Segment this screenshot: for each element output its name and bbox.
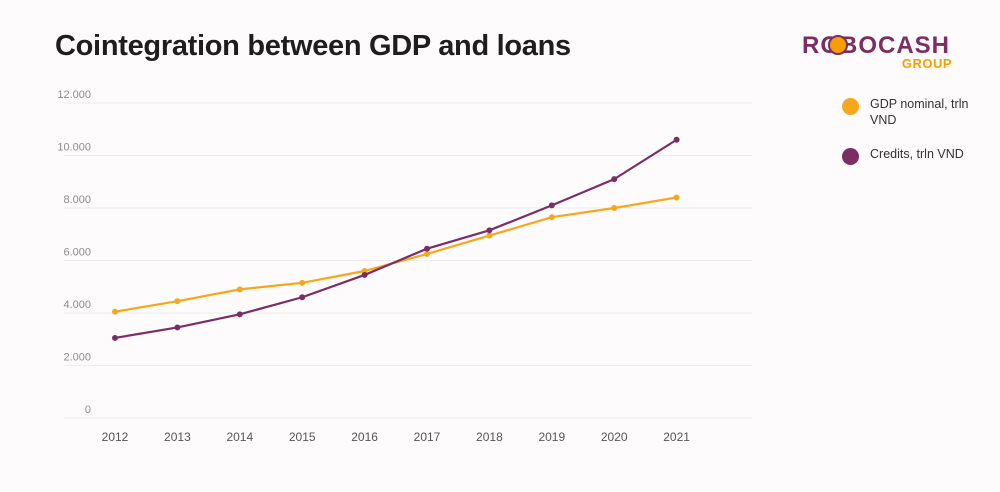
data-point (236, 286, 243, 293)
x-tick-label: 2018 (476, 430, 503, 444)
series-line-0 (114, 196, 677, 313)
logo-wordmark: ROBOCASH (802, 32, 951, 59)
data-point (424, 245, 430, 252)
grid-lines (64, 102, 752, 419)
data-point (548, 214, 555, 221)
legend-item-gdp: GDP nominal, trln VND (842, 96, 992, 128)
logo-badge-icon (828, 35, 848, 55)
series-line-1 (114, 138, 678, 340)
data-point (174, 324, 181, 331)
data-point (486, 232, 493, 239)
x-tick-label: 2021 (663, 430, 690, 444)
data-point (361, 271, 368, 278)
data-point (548, 202, 555, 209)
x-tick-label: 2013 (164, 430, 191, 444)
y-tick-label: 0 (85, 404, 91, 416)
legend-swatch-credits (842, 148, 859, 165)
robocash-logo: ROBOCASH GROUP (802, 32, 962, 74)
legend-label-gdp: GDP nominal, trln VND (870, 97, 969, 127)
x-tick-label: 2015 (289, 430, 316, 444)
data-point (611, 205, 618, 211)
x-tick-label: 2012 (102, 430, 129, 444)
x-tick-label: 2020 (601, 430, 628, 444)
y-tick-label: 2.000 (63, 352, 91, 364)
chart-title: Cointegration between GDP and loans (55, 30, 571, 62)
data-point (112, 308, 118, 315)
legend-item-credits: Credits, trln VND (842, 146, 992, 165)
y-tick-label: 8.000 (63, 194, 91, 206)
x-axis-ticks: 2012 2013 2014 2015 2016 2017 2018 2019 2020 2021 (102, 430, 691, 444)
y-tick-label: 6.000 (63, 247, 91, 259)
data-point (611, 176, 618, 183)
legend-label-credits: Credits, trln VND (870, 147, 964, 161)
logo-subtitle: GROUP (901, 56, 952, 71)
data-point (424, 250, 430, 257)
data-point (299, 279, 306, 286)
data-point (174, 298, 181, 305)
data-point (112, 334, 118, 341)
x-tick-label: 2017 (414, 430, 441, 444)
y-tick-label: 10.000 (57, 142, 91, 154)
y-axis-ticks: 0 2.000 4.000 6.000 8.000 10.000 12.000 (57, 89, 91, 416)
series-lines (112, 136, 680, 341)
x-tick-label: 2014 (226, 430, 253, 444)
data-point (673, 136, 680, 143)
x-tick-label: 2019 (538, 430, 565, 444)
data-point (236, 311, 243, 318)
legend-swatch-gdp (842, 98, 859, 115)
data-point (673, 194, 680, 201)
x-tick-label: 2016 (351, 430, 378, 444)
y-tick-label: 4.000 (63, 299, 91, 311)
y-tick-label: 12.000 (57, 89, 91, 101)
data-point (299, 294, 306, 301)
data-point (486, 227, 493, 234)
legend: GDP nominal, trln VND Credits, trln VND (842, 96, 992, 180)
